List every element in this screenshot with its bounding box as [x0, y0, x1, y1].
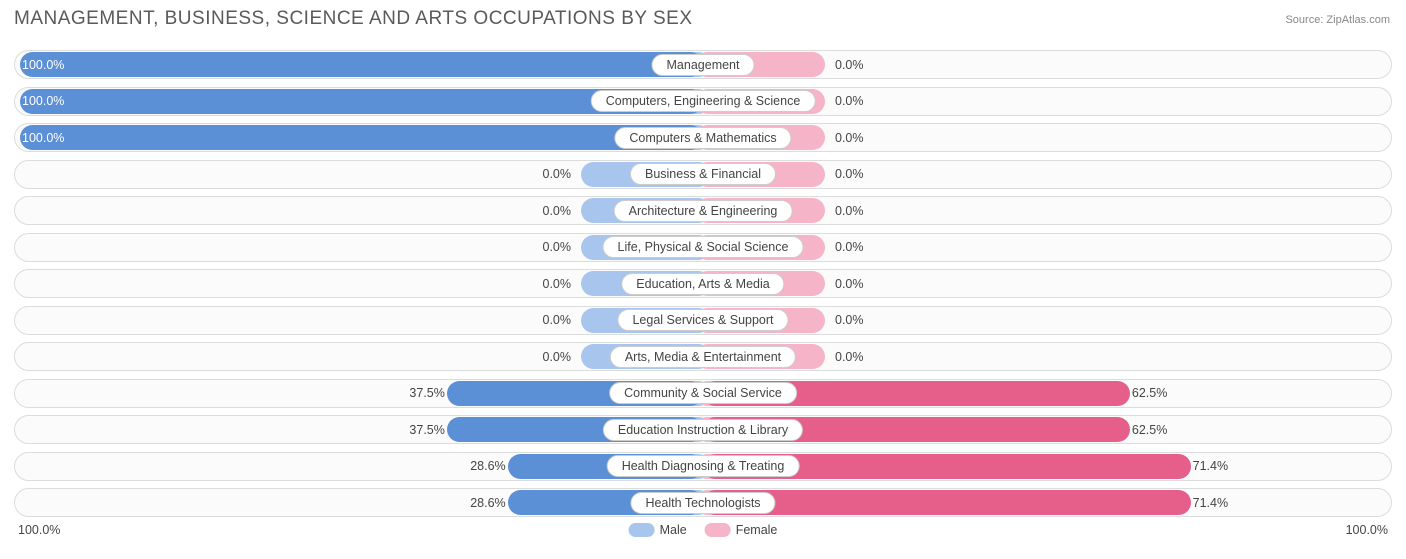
x-axis: 100.0% Male Female 100.0% — [14, 523, 1392, 541]
chart-row: 0.0% 0.0% Education, Arts & Media — [14, 267, 1392, 300]
source-attribution: Source: ZipAtlas.com — [1285, 14, 1390, 26]
chart-row: 100.0% 0.0% Computers & Mathematics — [14, 121, 1392, 154]
female-value: 0.0% — [835, 240, 864, 254]
chart-row: 0.0% 0.0% Architecture & Engineering — [14, 194, 1392, 227]
female-value: 71.4% — [1193, 496, 1228, 510]
female-swatch — [705, 523, 731, 537]
male-value: 28.6% — [470, 496, 505, 510]
male-bar — [20, 52, 703, 77]
female-value: 62.5% — [1132, 423, 1167, 437]
female-value: 71.4% — [1193, 459, 1228, 473]
male-value: 28.6% — [470, 459, 505, 473]
female-bar — [703, 490, 1191, 515]
chart-row: 37.5% 62.5% Education Instruction & Librar… — [14, 413, 1392, 446]
male-value: 0.0% — [543, 240, 572, 254]
chart-row: 0.0% 0.0% Business & Financial — [14, 158, 1392, 191]
male-value: 0.0% — [543, 277, 572, 291]
category-label: Health Technologists — [630, 492, 775, 514]
category-label: Life, Physical & Social Science — [603, 236, 804, 258]
category-label: Management — [652, 54, 755, 76]
female-value: 0.0% — [835, 350, 864, 364]
male-value: 0.0% — [543, 313, 572, 327]
female-value: 0.0% — [835, 167, 864, 181]
female-value: 0.0% — [835, 58, 864, 72]
legend-female-label: Female — [736, 523, 778, 537]
chart-row: 0.0% 0.0% Legal Services & Support — [14, 304, 1392, 337]
legend: Male Female — [629, 523, 778, 537]
male-value: 0.0% — [543, 350, 572, 364]
female-value: 0.0% — [835, 94, 864, 108]
category-label: Education, Arts & Media — [621, 273, 784, 295]
category-label: Architecture & Engineering — [614, 200, 793, 222]
category-label: Business & Financial — [630, 163, 776, 185]
chart-row: 28.6% 71.4% Health Diagnosing & Treating — [14, 450, 1392, 483]
category-label: Arts, Media & Entertainment — [610, 346, 796, 368]
male-value: 100.0% — [22, 94, 64, 108]
chart-row: 100.0% 0.0% Management — [14, 48, 1392, 81]
axis-right-label: 100.0% — [1346, 523, 1388, 537]
legend-female: Female — [705, 523, 778, 537]
category-label: Community & Social Service — [609, 382, 797, 404]
male-value: 0.0% — [543, 204, 572, 218]
legend-male-label: Male — [660, 523, 687, 537]
female-value: 62.5% — [1132, 386, 1167, 400]
female-value: 0.0% — [835, 313, 864, 327]
male-bar — [20, 125, 703, 150]
chart-row: 28.6% 71.4% Health Technologists — [14, 486, 1392, 519]
chart-area: 100.0% 0.0% Management 100.0% 0.0% Computers,… — [14, 48, 1392, 519]
chart-row: 37.5% 62.5% Community & Social Service — [14, 377, 1392, 410]
male-value: 100.0% — [22, 58, 64, 72]
male-value: 37.5% — [409, 386, 444, 400]
male-value: 37.5% — [409, 423, 444, 437]
category-label: Education Instruction & Library — [603, 419, 803, 441]
female-value: 0.0% — [835, 131, 864, 145]
male-value: 100.0% — [22, 131, 64, 145]
chart-row: 0.0% 0.0% Arts, Media & Entertainment — [14, 340, 1392, 373]
female-value: 0.0% — [835, 204, 864, 218]
legend-male: Male — [629, 523, 687, 537]
chart-title: MANAGEMENT, BUSINESS, SCIENCE AND ARTS O… — [14, 8, 693, 30]
category-label: Legal Services & Support — [617, 309, 788, 331]
male-swatch — [629, 523, 655, 537]
chart-row: 0.0% 0.0% Life, Physical & Social Science — [14, 231, 1392, 264]
female-value: 0.0% — [835, 277, 864, 291]
category-label: Computers, Engineering & Science — [591, 90, 816, 112]
male-value: 0.0% — [543, 167, 572, 181]
axis-left-label: 100.0% — [18, 523, 60, 537]
category-label: Computers & Mathematics — [614, 127, 791, 149]
category-label: Health Diagnosing & Treating — [607, 455, 800, 477]
chart-row: 100.0% 0.0% Computers, Engineering & Scien… — [14, 85, 1392, 118]
